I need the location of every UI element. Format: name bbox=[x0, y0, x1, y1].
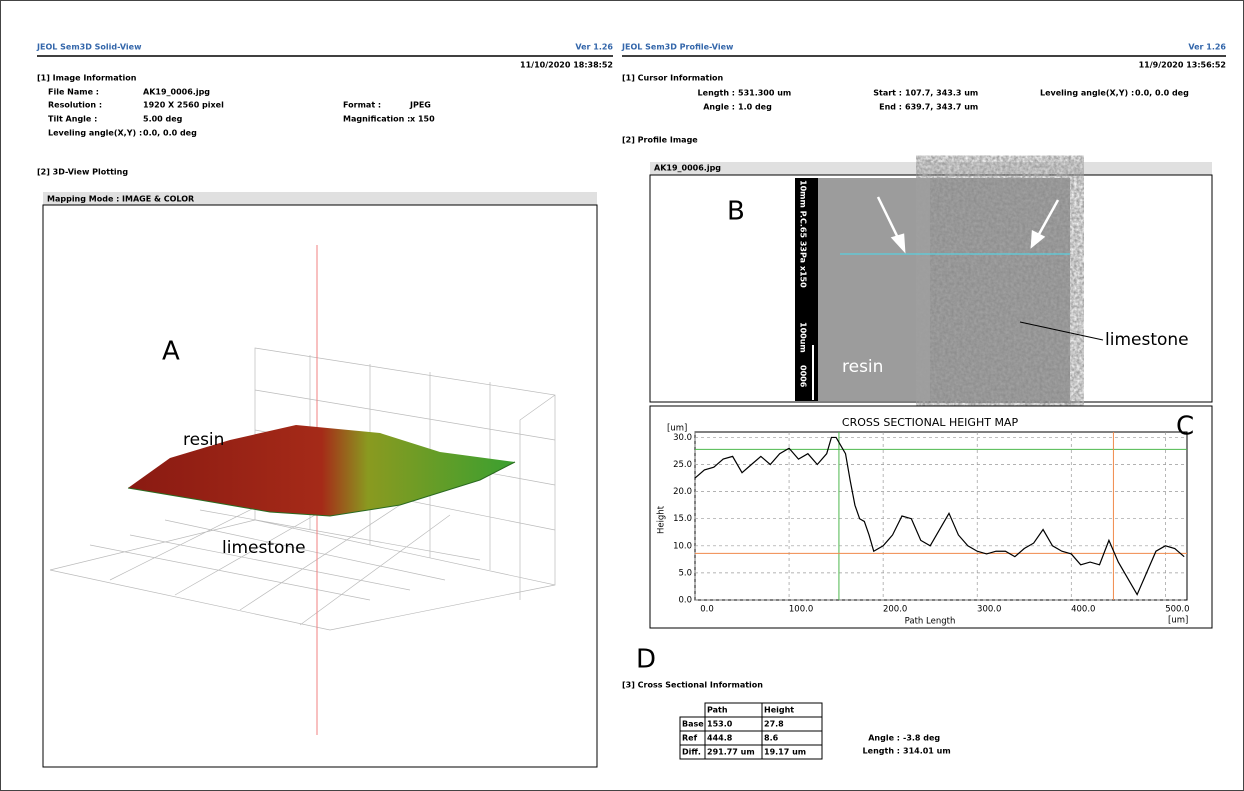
table-cell: Diff. bbox=[682, 748, 701, 757]
table-cell: 19.17 um bbox=[764, 748, 806, 757]
annotation: limestone bbox=[222, 538, 306, 558]
table-cell: Ref bbox=[682, 734, 698, 743]
table-cell: 291.77 um bbox=[707, 748, 755, 757]
info-label: File Name : bbox=[48, 88, 99, 97]
info-label: Angle : bbox=[868, 734, 900, 743]
mapping-label: Mapping Mode : bbox=[47, 195, 119, 204]
section-title: [2] 3D-View Plotting bbox=[37, 168, 128, 177]
panel-label: C bbox=[1176, 412, 1194, 442]
info-label: Length : bbox=[863, 747, 900, 756]
info-label: Leveling angle(X,Y) : bbox=[1040, 89, 1134, 98]
info-value: 314.01 um bbox=[903, 747, 951, 756]
y-tick-label: 15.0 bbox=[673, 514, 692, 524]
info-value: 0.0, 0.0 deg bbox=[1135, 89, 1189, 98]
annotation: resin bbox=[842, 357, 883, 377]
info-value: x 150 bbox=[410, 115, 435, 124]
caption: 10mm P.C.65 33Pa x150 bbox=[799, 180, 808, 288]
info-label: Angle : bbox=[703, 103, 735, 112]
y-tick-label: 10.0 bbox=[673, 541, 692, 551]
panel-label: B bbox=[727, 197, 745, 227]
app-title: JEOL Sem3D Profile-View bbox=[621, 43, 734, 52]
info-value: AK19_0006.jpg bbox=[143, 88, 210, 97]
y-tick-label: 25.0 bbox=[673, 460, 692, 470]
x-label: Path Length bbox=[905, 617, 956, 627]
chart-title: CROSS SECTIONAL HEIGHT MAP bbox=[842, 416, 1019, 429]
x-unit: [um] bbox=[1168, 616, 1188, 626]
date: 11/9/2020 13:56:52 bbox=[1139, 61, 1226, 70]
section-title: [1] Image Information bbox=[37, 74, 137, 83]
table-cell: 153.0 bbox=[707, 720, 733, 729]
info-value: 531.300 um bbox=[738, 89, 791, 98]
info-value: JPEG bbox=[409, 101, 431, 110]
table-cell: 8.6 bbox=[764, 734, 779, 743]
info-value: 1.0 deg bbox=[738, 103, 772, 112]
x-tick-label: 300.0 bbox=[977, 605, 1001, 615]
info-label: Resolution : bbox=[48, 101, 102, 110]
version: Ver 1.26 bbox=[575, 43, 613, 52]
info-label: End : bbox=[879, 103, 902, 112]
app-title: JEOL Sem3D Solid-View bbox=[36, 43, 142, 52]
info-label: Length : bbox=[698, 89, 735, 98]
x-tick-label: 0.0 bbox=[700, 605, 714, 615]
x-tick-label: 400.0 bbox=[1071, 605, 1095, 615]
annotation: resin bbox=[183, 430, 224, 450]
info-label: Format : bbox=[343, 101, 381, 110]
info-label: Tilt Angle : bbox=[48, 115, 97, 124]
table-cell: 444.8 bbox=[707, 734, 733, 743]
table-cell: 27.8 bbox=[764, 720, 784, 729]
y-tick-label: 0.0 bbox=[678, 596, 692, 606]
info-label: Leveling angle(X,Y) : bbox=[48, 129, 142, 138]
section-title: [2] Profile Image bbox=[622, 136, 698, 145]
panel-label: D bbox=[636, 645, 656, 675]
caption: 100um bbox=[799, 322, 808, 353]
info-value: 107.7, 343.3 um bbox=[905, 89, 978, 98]
panel-label: A bbox=[162, 337, 180, 367]
caption: 0006 bbox=[799, 365, 808, 388]
info-value: -3.8 deg bbox=[903, 734, 940, 743]
x-tick-label: 500.0 bbox=[1165, 605, 1189, 615]
x-tick-label: 100.0 bbox=[789, 605, 813, 615]
image-name: AK19_0006.jpg bbox=[654, 164, 721, 173]
report: JEOL Sem3D Solid-View Ver 1.26 11/10/202… bbox=[0, 0, 1244, 791]
annotation: limestone bbox=[1105, 330, 1189, 350]
sem-texture bbox=[930, 178, 1070, 401]
y-tick-label: 5.0 bbox=[678, 568, 692, 578]
date: 11/10/2020 18:38:52 bbox=[520, 61, 613, 70]
page: JEOL Sem3D Solid-View Ver 1.26 11/10/202… bbox=[0, 0, 1244, 791]
panel-header bbox=[650, 162, 1212, 175]
table-header-cell: Height bbox=[764, 706, 794, 715]
info-value: 639.7, 343.7 um bbox=[905, 103, 978, 112]
info-label: Magnification : bbox=[343, 115, 410, 124]
info-value: 5.00 deg bbox=[143, 115, 183, 124]
x-tick-label: 200.0 bbox=[883, 605, 907, 615]
y-label: Height bbox=[657, 505, 667, 534]
table-header-cell: Path bbox=[707, 706, 728, 715]
chart-panel bbox=[650, 406, 1212, 628]
section-title: [1] Cursor Information bbox=[622, 74, 724, 83]
table-cell: Base bbox=[682, 720, 704, 729]
info-value: 1920 X 2560 pixel bbox=[143, 101, 224, 110]
info-label: Start : bbox=[873, 89, 902, 98]
y-tick-label: 20.0 bbox=[673, 487, 692, 497]
mapping-value: IMAGE & COLOR bbox=[122, 195, 194, 204]
section-title: [3] Cross Sectional Information bbox=[622, 681, 763, 690]
info-value: 0.0, 0.0 deg bbox=[143, 129, 197, 138]
version: Ver 1.26 bbox=[1188, 43, 1226, 52]
y-tick-label: 30.0 bbox=[673, 433, 692, 443]
